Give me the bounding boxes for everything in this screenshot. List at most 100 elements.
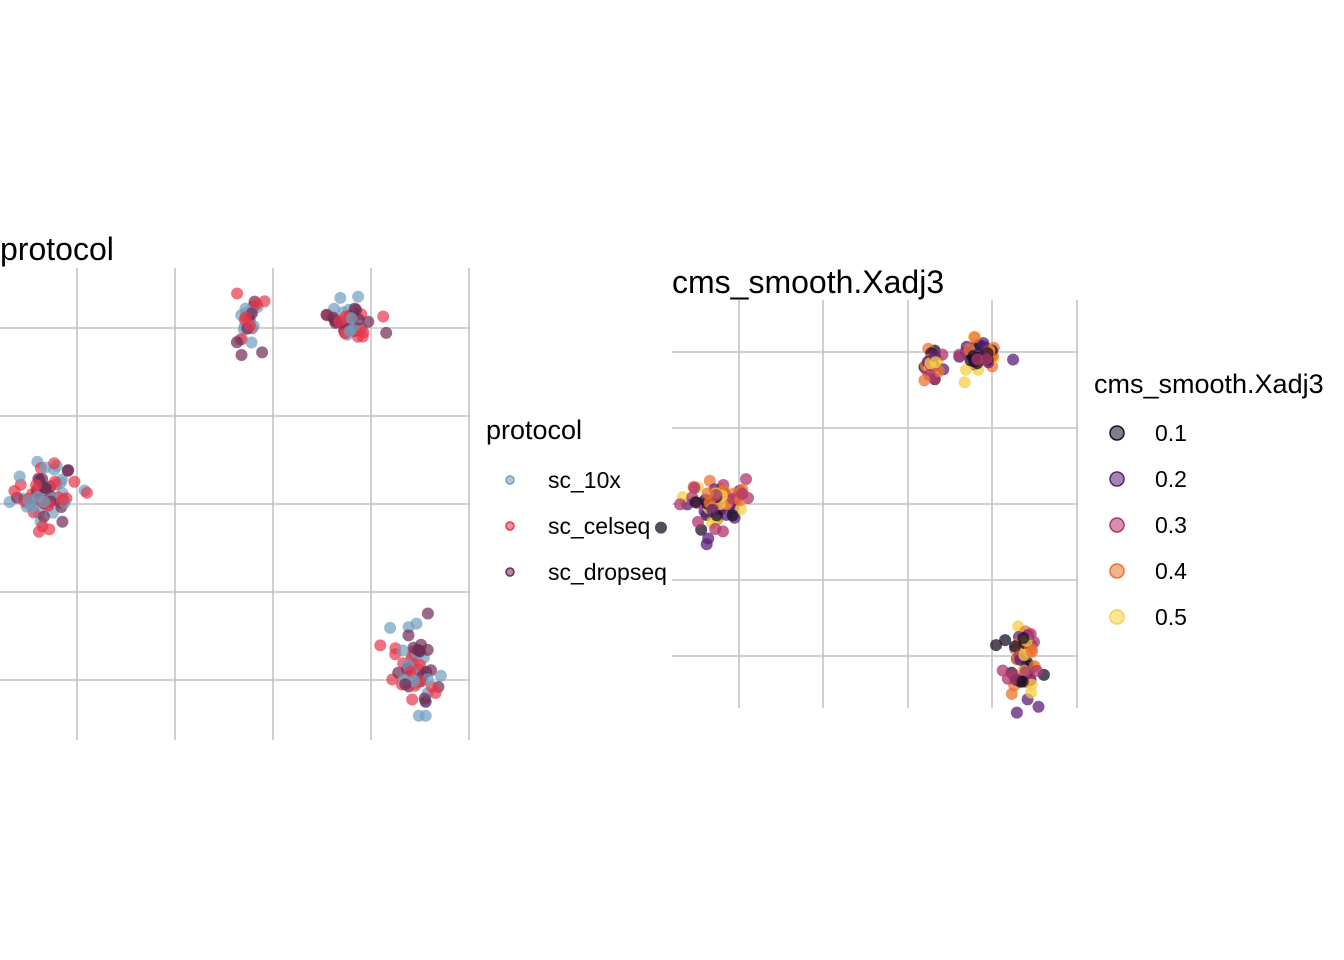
data-point (990, 639, 1003, 652)
legend-label: 0.3 (1155, 512, 1187, 538)
data-point (68, 475, 81, 488)
data-point (343, 325, 356, 337)
data-point (258, 295, 271, 308)
data-point (960, 363, 972, 376)
data-point (8, 485, 21, 497)
data-point (374, 639, 387, 652)
data-point (421, 607, 434, 620)
data-point (235, 349, 248, 361)
data-point (362, 315, 375, 328)
data-point (230, 336, 243, 349)
data-point (22, 494, 35, 507)
data-point (57, 493, 70, 506)
legend-cms: cms_smooth.Xadj3 0.1 0.2 0.3 0.4 0.5 (1094, 369, 1324, 630)
data-point (700, 538, 713, 551)
data-point (434, 669, 447, 682)
data-point (971, 353, 984, 366)
data-point (688, 481, 701, 494)
legend-key (505, 521, 515, 531)
data-point (689, 496, 702, 509)
data-point (245, 336, 258, 349)
data-point (929, 356, 942, 369)
data-point (352, 290, 365, 303)
data-point (701, 487, 714, 500)
data-point (345, 312, 358, 325)
data-point (412, 644, 424, 656)
data-point (334, 291, 347, 304)
data-point (38, 495, 51, 508)
data-point (1007, 353, 1020, 366)
data-point (320, 308, 333, 321)
data-point (333, 315, 346, 328)
data-point (348, 302, 361, 315)
legend-label: sc_dropseq (548, 559, 667, 585)
data-point (968, 331, 981, 344)
data-point (406, 693, 419, 706)
data-point (1016, 675, 1029, 688)
legend-key (1109, 563, 1125, 579)
data-point (421, 643, 434, 656)
data-point (692, 515, 704, 528)
legend-label: sc_celseq (548, 513, 650, 539)
data-point (1008, 640, 1021, 653)
data-point (39, 461, 52, 474)
cms-panel: cms_smooth.Xadj3 cms_smooth.Xadj3 0.1 0.2… (655, 264, 1324, 719)
data-point (734, 503, 747, 516)
chart-title-cms: cms_smooth.Xadj3 (672, 264, 944, 300)
data-point (48, 457, 61, 470)
data-point (918, 374, 931, 387)
data-point (736, 487, 749, 500)
legend-key (1109, 609, 1125, 625)
data-point (48, 475, 61, 488)
data-point (357, 326, 370, 339)
data-point (13, 470, 26, 483)
protocol-panel: protocol protocol sc_10x sc_celseq sc_drop… (0, 231, 667, 740)
data-point (231, 287, 244, 300)
legend-label: 0.1 (1155, 420, 1187, 446)
legend-title-cms: cms_smooth.Xadj3 (1094, 369, 1324, 399)
data-point (80, 486, 93, 499)
data-point (396, 644, 409, 657)
chart-title-protocol: protocol (0, 231, 114, 267)
data-point (384, 621, 397, 634)
data-point (1017, 632, 1030, 644)
data-point (958, 376, 971, 389)
data-point (37, 510, 50, 523)
data-point (1025, 686, 1038, 699)
legend-protocol: protocol sc_10x sc_celseq sc_dropseq (486, 415, 667, 585)
data-point (429, 687, 442, 699)
data-point (30, 479, 43, 492)
data-point (1025, 645, 1038, 658)
legend-label: 0.5 (1155, 604, 1187, 630)
data-point (377, 310, 390, 323)
data-point (740, 473, 752, 486)
legend-label: 0.4 (1155, 558, 1187, 584)
points-protocol (3, 287, 447, 722)
legend-key (505, 567, 515, 577)
data-point (256, 346, 269, 359)
data-point (62, 464, 75, 477)
data-point (1032, 700, 1045, 713)
data-point (980, 353, 993, 366)
data-point (953, 348, 966, 361)
points-cms (655, 330, 1050, 719)
data-point (706, 503, 719, 516)
data-point (418, 692, 431, 705)
data-point (999, 634, 1012, 647)
data-point (56, 515, 69, 528)
data-point (402, 629, 415, 642)
legend-key (1109, 471, 1125, 487)
data-point (380, 326, 393, 339)
data-point (412, 709, 425, 722)
data-point (717, 525, 729, 538)
data-point (977, 337, 990, 350)
legend-label: sc_10x (548, 467, 621, 493)
data-point (1010, 706, 1023, 719)
data-point (43, 523, 56, 536)
data-point (243, 319, 256, 332)
data-point (726, 509, 739, 522)
legend-title-protocol: protocol (486, 415, 582, 445)
legend-key (1109, 517, 1125, 533)
data-point (674, 498, 686, 511)
